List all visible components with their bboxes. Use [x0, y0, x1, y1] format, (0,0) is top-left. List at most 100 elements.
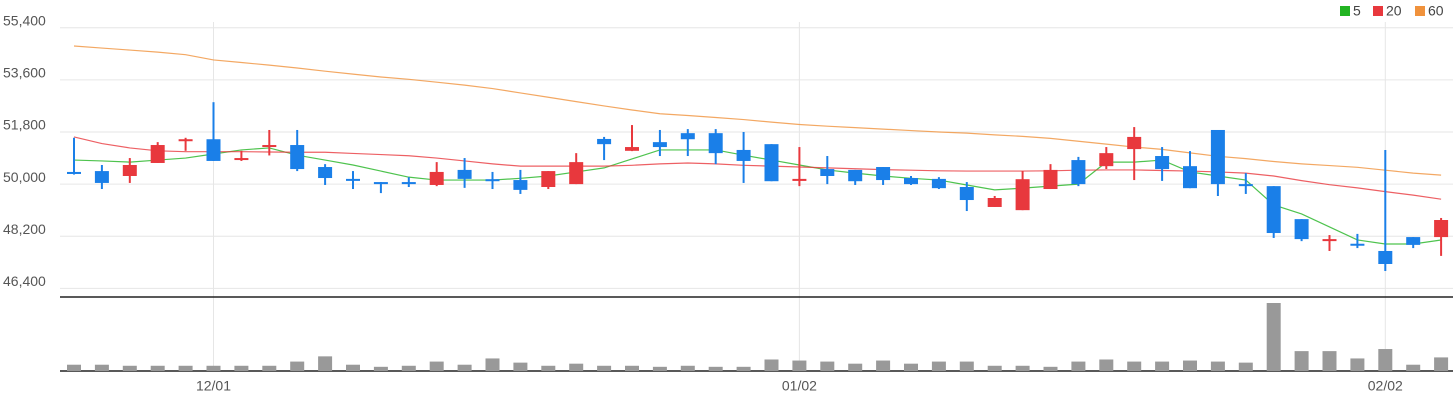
volume-bar: [541, 365, 556, 371]
candle-body: [1238, 184, 1253, 187]
candle-body: [1266, 186, 1281, 234]
candle-body: [1210, 129, 1225, 185]
y-tick-label: 55,400: [3, 12, 46, 28]
volume-bar: [1266, 303, 1281, 371]
candle-body: [848, 169, 863, 182]
volume-bar: [1127, 361, 1142, 371]
candle-body: [792, 178, 807, 181]
candle-body: [346, 178, 360, 181]
candle-body: [680, 133, 695, 140]
volume-bar: [206, 365, 221, 371]
x-tick-label: 12/01: [196, 378, 231, 394]
candle-body: [318, 167, 333, 179]
volume-bar: [234, 365, 249, 371]
volume-bar: [485, 358, 500, 371]
candle-body: [401, 182, 416, 185]
candle-body: [569, 162, 584, 185]
volume-bar: [848, 363, 863, 371]
candle-body: [67, 171, 81, 174]
volume-bar: [457, 364, 472, 371]
candle-body: [820, 169, 835, 176]
volume-bar: [1155, 361, 1170, 371]
candle-body: [904, 178, 918, 185]
candle-body: [1434, 220, 1449, 238]
candle-body: [652, 142, 667, 148]
volume-bar: [1406, 364, 1421, 371]
candle-body: [234, 158, 249, 161]
volume-bar: [429, 361, 444, 371]
candle-body: [597, 138, 612, 145]
volume-bar: [876, 360, 891, 371]
candle-body: [1350, 243, 1365, 246]
volume-bar: [1322, 351, 1337, 371]
volume-bar: [1434, 357, 1449, 371]
y-tick-label: 50,000: [3, 169, 46, 185]
candle-body: [150, 145, 165, 163]
candle-body: [178, 139, 193, 142]
x-tick-label: 01/02: [782, 378, 817, 394]
candle-body: [290, 145, 305, 170]
candle-body: [1043, 169, 1058, 190]
y-tick-label: 46,400: [3, 273, 46, 289]
volume-bar: [401, 365, 416, 371]
volume-bar: [959, 361, 974, 371]
volume-bar: [373, 366, 388, 371]
ma-line: [73, 45, 1442, 176]
volume-bar: [736, 366, 751, 371]
candle-body: [94, 171, 109, 183]
volume-bar: [904, 363, 918, 371]
candle-body: [262, 145, 277, 148]
legend-label: 60: [1428, 3, 1444, 19]
ma-line: [73, 136, 1442, 200]
volume-bar: [569, 363, 584, 371]
candle-body: [1406, 237, 1421, 245]
x-tick-label: 02/02: [1368, 378, 1403, 394]
volume-bar: [792, 360, 807, 371]
legend-label: 5: [1353, 3, 1361, 19]
volume-bar: [1099, 359, 1114, 371]
candle-body: [764, 144, 779, 182]
volume-bar: [597, 365, 612, 371]
candle-body: [625, 147, 639, 151]
candle-body: [1071, 160, 1086, 185]
y-tick-label: 48,200: [3, 221, 46, 237]
volume-bar: [178, 365, 193, 371]
candle-body: [206, 139, 221, 161]
candle-body: [122, 165, 137, 176]
volume-bar: [262, 365, 277, 371]
volume-bar: [1015, 365, 1030, 371]
candle-body: [1155, 156, 1170, 170]
volume-bar: [680, 365, 695, 371]
candle-body: [1015, 179, 1030, 211]
candle-body: [1322, 239, 1337, 242]
volume-bar: [346, 364, 360, 371]
candle-body: [1099, 153, 1114, 167]
volume-bar: [764, 359, 779, 371]
volume-bar: [652, 366, 667, 371]
volume-bar: [94, 364, 109, 371]
volume-bar: [1238, 362, 1253, 371]
candle-body: [736, 149, 751, 161]
volume-bar: [931, 361, 946, 371]
volume-bar: [1210, 361, 1225, 371]
candle-body: [457, 169, 472, 179]
legend-swatch: [1373, 6, 1383, 16]
candle-body: [987, 198, 1002, 207]
ma-line: [73, 147, 1442, 245]
candle-body: [1378, 250, 1393, 264]
volume-bar: [67, 364, 81, 371]
legend-swatch: [1415, 6, 1425, 16]
candle-body: [1294, 219, 1309, 240]
volume-bar: [625, 365, 639, 371]
candle-body: [373, 182, 388, 185]
candle-body: [541, 171, 556, 187]
volume-bar: [318, 356, 333, 371]
candle-body: [876, 167, 891, 181]
candle-body: [931, 178, 946, 189]
volume-bar: [1350, 358, 1365, 371]
legend-label: 20: [1386, 3, 1402, 19]
y-tick-label: 53,600: [3, 65, 46, 81]
volume-bar: [708, 366, 723, 371]
volume-bar: [150, 365, 165, 371]
